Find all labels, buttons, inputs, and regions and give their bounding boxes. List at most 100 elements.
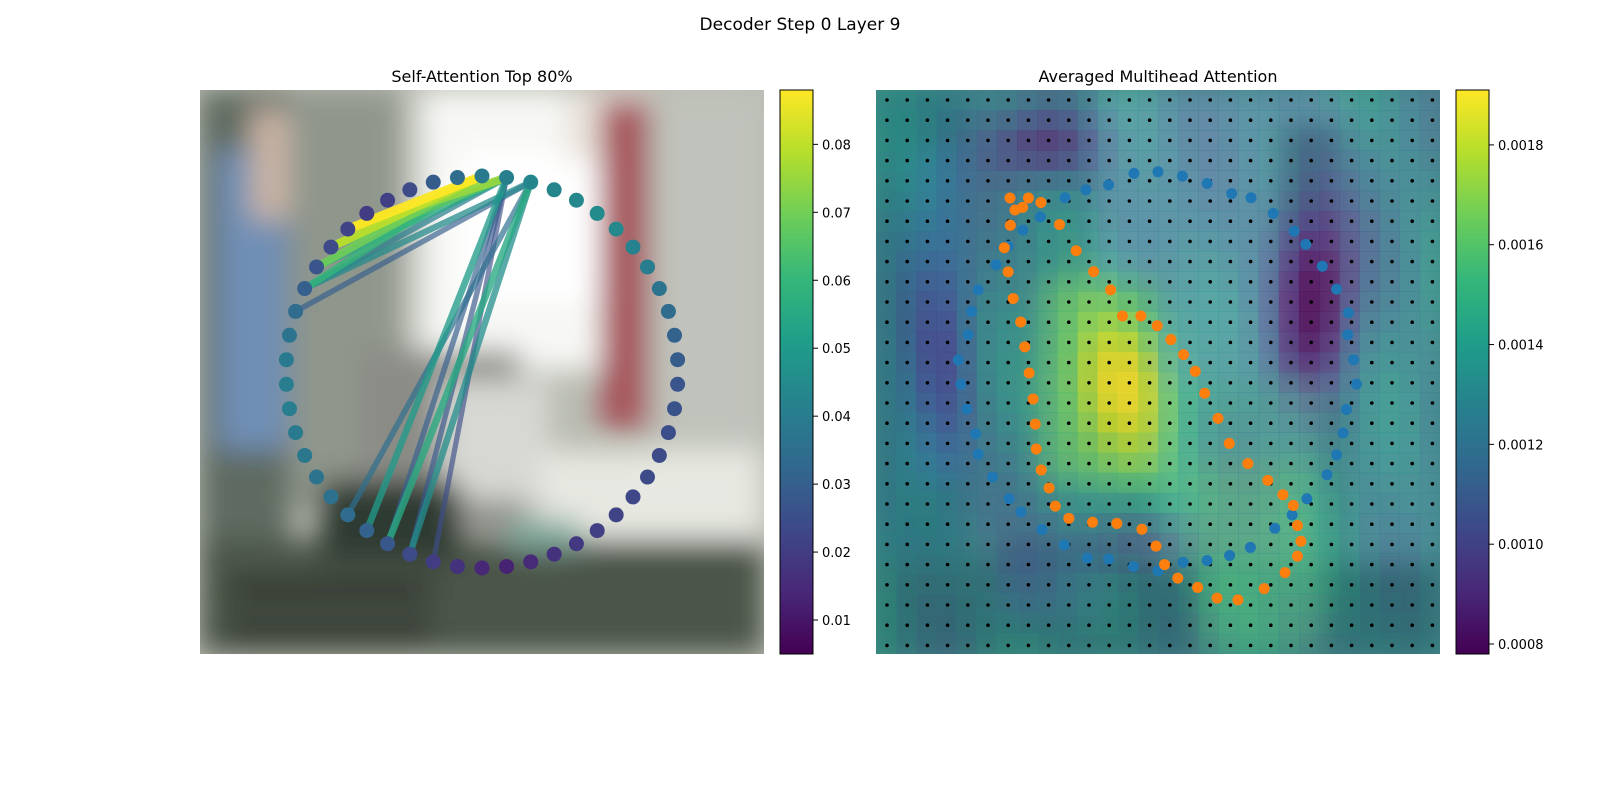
heatmap-cell xyxy=(1258,432,1280,453)
heatmap-cell xyxy=(1399,150,1421,171)
grid-point xyxy=(1067,562,1071,567)
heatmap-cell xyxy=(1198,452,1219,474)
heatmap-cell xyxy=(1299,553,1320,574)
grid-point xyxy=(1168,138,1172,143)
inner-point xyxy=(1019,341,1031,353)
grid-point xyxy=(1248,179,1253,183)
heatmap-cell xyxy=(1299,311,1320,333)
grid-point xyxy=(905,441,909,446)
grid-point xyxy=(905,118,909,122)
heatmap-cell xyxy=(1339,90,1360,111)
grid-point xyxy=(905,360,909,365)
grid-point xyxy=(1188,199,1192,203)
heatmap-cell xyxy=(1117,613,1139,635)
grid-point xyxy=(905,320,909,325)
heatmap-cell xyxy=(1419,110,1440,131)
grid-point xyxy=(1006,259,1010,264)
heatmap-cell xyxy=(1379,553,1401,574)
grid-point xyxy=(1208,280,1212,284)
heatmap-cell xyxy=(1399,472,1421,494)
grid-point xyxy=(1370,259,1374,264)
token-point xyxy=(523,554,539,570)
grid-point xyxy=(1370,158,1374,163)
grid-point xyxy=(1127,360,1132,365)
heatmap-cell xyxy=(1299,392,1320,413)
grid-point xyxy=(1087,239,1091,244)
heatmap-cell xyxy=(1399,331,1421,353)
colorbar-tick-label: 0.06 xyxy=(822,274,851,289)
grid-point xyxy=(925,643,930,648)
grid-point xyxy=(1067,461,1071,466)
heatmap-cell xyxy=(1379,492,1401,514)
grid-point xyxy=(1087,441,1091,446)
grid-point xyxy=(1329,259,1334,264)
heatmap-cell xyxy=(1319,150,1340,171)
grid-point xyxy=(1208,259,1212,264)
grid-point xyxy=(1269,623,1273,627)
token-point xyxy=(589,205,605,221)
grid-point xyxy=(1269,562,1273,567)
outer-point xyxy=(1316,260,1328,272)
attention-links xyxy=(292,171,535,565)
heatmap-cell xyxy=(1399,513,1421,534)
grid-point xyxy=(1289,482,1293,486)
grid-point xyxy=(1026,421,1031,426)
token-point xyxy=(278,376,294,392)
grid-point xyxy=(1289,381,1293,385)
grid-point xyxy=(1228,340,1233,345)
grid-point xyxy=(1046,421,1051,426)
grid-point xyxy=(1309,603,1313,607)
grid-point xyxy=(1168,360,1172,365)
outer-point xyxy=(1201,178,1213,190)
colorbar-tick-label: 0.04 xyxy=(822,410,851,425)
token-point xyxy=(608,507,624,523)
grid-point xyxy=(1309,441,1313,446)
grid-point xyxy=(1248,623,1253,627)
grid-point xyxy=(905,461,909,466)
inner-point xyxy=(1023,367,1035,379)
grid-point xyxy=(1168,280,1172,284)
grid-point xyxy=(1107,98,1111,102)
grid-point xyxy=(986,259,990,264)
heatmap-cell xyxy=(1319,351,1340,373)
heatmap-cell xyxy=(1379,472,1401,494)
grid-point xyxy=(1006,643,1010,648)
grid-point xyxy=(1410,239,1414,244)
token-point xyxy=(589,523,605,539)
grid-point xyxy=(1147,502,1152,506)
heatmap-cell xyxy=(1238,432,1260,453)
heatmap-cell xyxy=(1359,633,1380,654)
grid-point xyxy=(1087,320,1091,325)
heatmap-cell xyxy=(1258,372,1280,393)
heatmap-cell xyxy=(1278,130,1300,151)
grid-point xyxy=(1208,138,1212,143)
grid-point xyxy=(986,421,990,426)
grid-point xyxy=(1269,603,1273,607)
inner-point xyxy=(1002,266,1014,278)
grid-point xyxy=(1026,360,1031,365)
heatmap-cell xyxy=(1379,291,1401,312)
heatmap-cell xyxy=(1278,432,1300,453)
grid-point xyxy=(986,118,990,122)
heatmap-cell xyxy=(1379,593,1401,615)
heatmap-cell xyxy=(1258,311,1280,333)
grid-point xyxy=(1289,259,1293,264)
outer-point xyxy=(1340,404,1352,416)
heatmap-cell xyxy=(1198,492,1219,514)
grid-point xyxy=(1188,239,1192,244)
grid-point xyxy=(1087,280,1091,284)
grid-point xyxy=(1208,118,1212,122)
grid-point xyxy=(1289,179,1293,183)
grid-point xyxy=(1349,219,1354,223)
grid-point xyxy=(1329,199,1334,203)
grid-point xyxy=(1208,320,1212,325)
grid-point xyxy=(1349,441,1354,446)
heatmap-cell xyxy=(1117,633,1139,654)
grid-point xyxy=(1390,158,1394,163)
grid-point xyxy=(1390,219,1394,223)
grid-point xyxy=(1026,381,1031,385)
inner-point xyxy=(1027,393,1039,405)
inner-point xyxy=(1199,387,1211,399)
grid-point xyxy=(1026,603,1031,607)
heatmap-cell xyxy=(1339,593,1360,615)
